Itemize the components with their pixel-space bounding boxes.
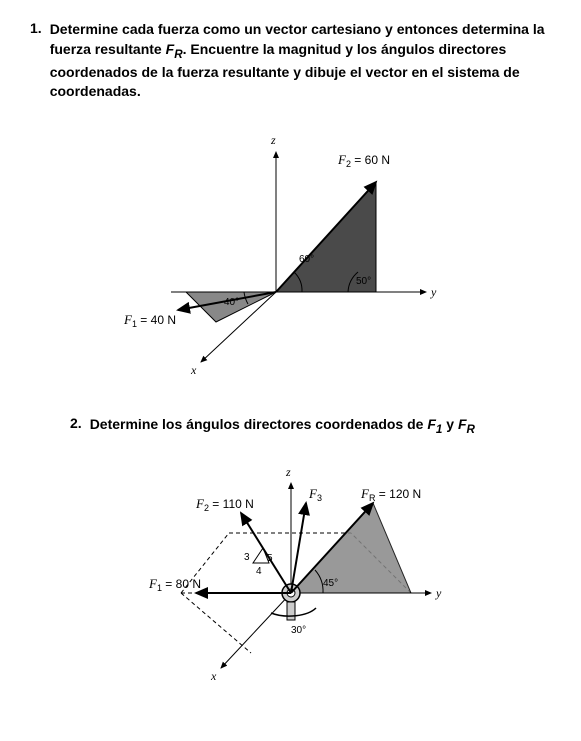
- f1-label-2: F1 = 80 N: [148, 576, 201, 593]
- f1-label: F1 = 40 N: [123, 312, 176, 329]
- problem-1-number: 1.: [30, 20, 42, 36]
- problem-2-number: 2.: [70, 415, 82, 431]
- axis-y-label-2: y: [435, 586, 442, 600]
- angle-40: 40°: [224, 297, 239, 308]
- problem-1-text: Determine cada fuerza como un vector car…: [50, 20, 551, 102]
- f3-label: F3: [308, 486, 322, 503]
- angle-30: 30°: [291, 625, 306, 636]
- f2-label: F2 = 60 N: [337, 152, 390, 169]
- problem-2-header: 2. Determine los ángulos directores coor…: [30, 415, 551, 438]
- problem-1: 1. Determine cada fuerza como un vector …: [30, 20, 551, 385]
- fr-label: FR = 120 N: [360, 486, 421, 503]
- tri-3: 3: [244, 552, 250, 563]
- problem-2-figure: z y x F1 = 80 N F2 = 110 N: [30, 458, 551, 691]
- problem-2: 2. Determine los ángulos directores coor…: [30, 415, 551, 691]
- angle-60: 60°: [299, 254, 314, 265]
- axis-y-label: y: [430, 285, 437, 299]
- angle-45: 45°: [323, 578, 338, 589]
- problem-1-header: 1. Determine cada fuerza como un vector …: [30, 20, 551, 102]
- axis-x-label-2: x: [210, 669, 217, 683]
- axis-x-label: x: [190, 363, 197, 377]
- problem-2-text: Determine los ángulos directores coorden…: [90, 415, 475, 438]
- problem-1-figure: z y x F2 = 60 N 60° 50°: [30, 122, 551, 385]
- f2-label-2: F2 = 110 N: [195, 496, 254, 513]
- axis-z-label: z: [270, 133, 276, 147]
- tri-5: 5: [267, 553, 273, 564]
- axis-z-label-2: z: [285, 465, 291, 479]
- tri-4: 4: [256, 566, 262, 577]
- angle-50: 50°: [356, 276, 371, 287]
